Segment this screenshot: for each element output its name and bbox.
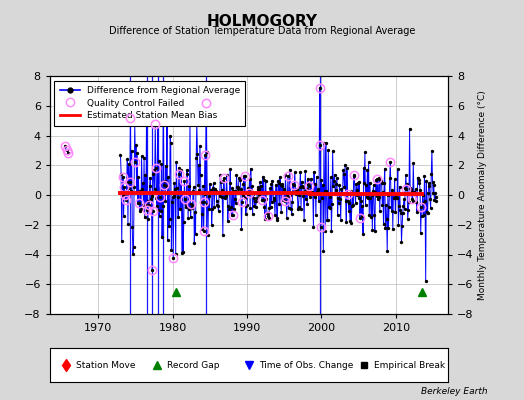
Text: Difference of Station Temperature Data from Regional Average: Difference of Station Temperature Data f… [109, 26, 415, 36]
Text: HOLMOGORY: HOLMOGORY [206, 14, 318, 29]
Legend: Difference from Regional Average, Quality Control Failed, Estimated Station Mean: Difference from Regional Average, Qualit… [54, 80, 245, 126]
Text: Record Gap: Record Gap [167, 360, 220, 370]
Text: Station Move: Station Move [75, 360, 135, 370]
Text: Empirical Break: Empirical Break [374, 360, 445, 370]
Text: Time of Obs. Change: Time of Obs. Change [259, 360, 353, 370]
Text: Berkeley Earth: Berkeley Earth [421, 387, 487, 396]
Y-axis label: Monthly Temperature Anomaly Difference (°C): Monthly Temperature Anomaly Difference (… [478, 90, 487, 300]
